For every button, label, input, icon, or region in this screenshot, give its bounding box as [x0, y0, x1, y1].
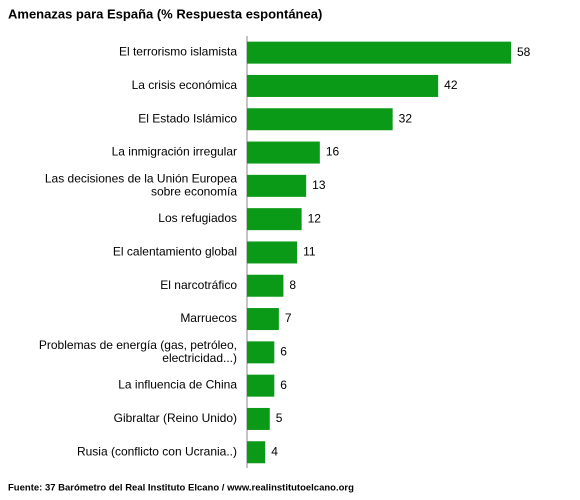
category-label-line: Marruecos: [180, 311, 237, 325]
category-label-line: La influencia de China: [118, 378, 237, 392]
source-note: Fuente: 37 Barómetro del Real Instituto …: [8, 483, 354, 494]
category-label: Los refugiados: [158, 211, 237, 225]
value-label: 42: [444, 78, 458, 92]
category-label: Las decisiones de la Unión Europea sobre …: [45, 172, 237, 199]
value-label: 12: [308, 211, 322, 225]
bar: [247, 108, 393, 131]
category-label: Gibraltar (Reino Unido): [114, 411, 237, 425]
bar: [247, 274, 284, 297]
category-label: La crisis económica: [132, 78, 238, 92]
value-label: 7: [285, 311, 292, 325]
value-label: 5: [276, 411, 283, 425]
category-label-line: Los refugiados: [158, 211, 237, 225]
bar: [247, 374, 275, 397]
category-label: El calentamiento global: [113, 245, 237, 259]
value-label: 6: [280, 345, 287, 359]
category-label: Problemas de energía (gas, petróleo, elec…: [39, 338, 237, 365]
bar: [247, 441, 266, 464]
value-label: 16: [326, 145, 340, 159]
bar: [247, 74, 439, 97]
category-label-line: El terrorismo islamista: [119, 45, 237, 59]
bar: [247, 41, 511, 64]
category-label: El narcotráfico: [160, 278, 237, 292]
bar: [247, 341, 275, 364]
value-label: 11: [303, 245, 316, 259]
value-label: 6: [280, 378, 287, 392]
bar: [247, 407, 270, 430]
category-label-line: Problemas de energía (gas, petróleo,: [39, 338, 237, 352]
bar: [247, 308, 279, 331]
value-label: 8: [289, 278, 296, 292]
category-label: Marruecos: [180, 311, 237, 325]
value-label: 13: [312, 178, 326, 192]
category-label-line: La inmigración irregular: [112, 145, 237, 159]
category-label-line: El Estado Islámico: [138, 111, 237, 125]
value-label: 32: [399, 111, 413, 125]
category-label: La influencia de China: [118, 378, 237, 392]
category-label-line: electricidad...): [162, 351, 237, 365]
category-label-line: El calentamiento global: [113, 245, 237, 259]
category-label-line: El narcotráfico: [160, 278, 237, 292]
bar: [247, 208, 302, 231]
category-label: La inmigración irregular: [112, 145, 237, 159]
value-label: 58: [517, 45, 531, 59]
category-label-line: sobre economía: [151, 185, 237, 199]
category-label-line: Las decisiones de la Unión Europea: [45, 172, 237, 186]
bar: [247, 141, 320, 164]
category-label: El Estado Islámico: [138, 111, 237, 125]
category-label-line: Gibraltar (Reino Unido): [114, 411, 237, 425]
category-label-line: La crisis económica: [132, 78, 238, 92]
category-label-line: Rusia (conflicto con Ucrania..): [77, 444, 237, 458]
bar: [247, 241, 298, 264]
category-label: Rusia (conflicto con Ucrania..): [77, 444, 237, 458]
chart-title: Amenazas para España (% Respuesta espont…: [8, 6, 322, 21]
category-label: El terrorismo islamista: [119, 45, 237, 59]
bar: [247, 174, 307, 197]
value-label: 4: [271, 444, 278, 458]
